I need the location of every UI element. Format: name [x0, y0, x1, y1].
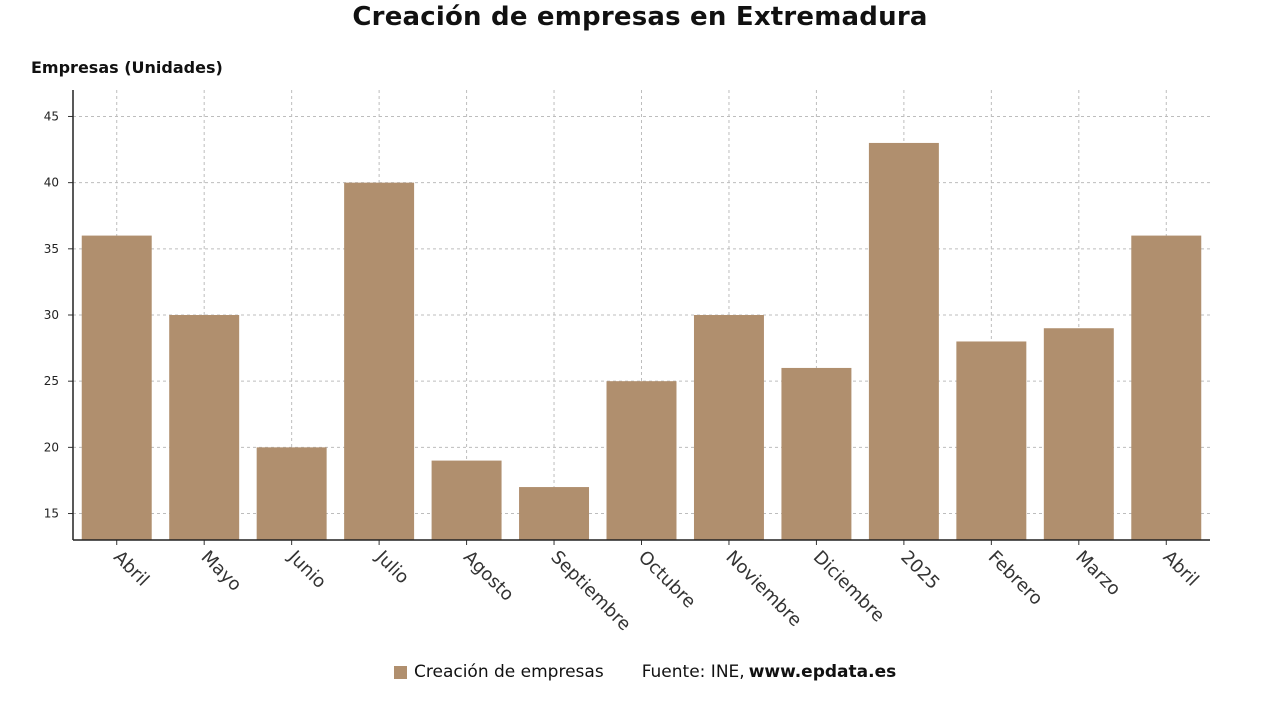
bar	[256, 447, 327, 540]
bar	[431, 460, 502, 540]
x-tick-label: Junio	[283, 546, 330, 593]
bars	[81, 142, 1202, 541]
y-tick-label: 25	[44, 374, 59, 388]
bar	[1043, 328, 1114, 540]
bar	[81, 235, 152, 540]
bar	[344, 182, 415, 540]
bar	[693, 315, 764, 540]
bar	[169, 315, 240, 540]
x-tick-label: Diciembre	[809, 547, 889, 627]
x-tick-label: Febrero	[984, 547, 1047, 610]
bar	[781, 367, 852, 540]
bar	[606, 381, 677, 540]
x-tick-label: Mayo	[197, 547, 246, 596]
x-tick-label: Noviembre	[721, 547, 805, 631]
y-axis-label: Empresas (Unidades)	[31, 58, 223, 77]
x-tick-label: Abril	[1159, 547, 1203, 591]
legend-label: Creación de empresas	[414, 662, 604, 682]
x-tick-label: Agosto	[459, 547, 518, 606]
x-tick-label: Marzo	[1071, 547, 1124, 600]
x-tick-label: Octubre	[634, 547, 700, 613]
y-tick-label: 40	[44, 176, 59, 190]
legend-swatch	[394, 665, 407, 679]
chart-title: Creación de empresas en Extremadura	[352, 2, 928, 32]
bar	[868, 142, 939, 541]
y-tick-label: 35	[44, 242, 59, 256]
x-tick-label: 2025	[896, 547, 943, 594]
y-tick-label: 30	[44, 308, 59, 322]
y-tick-label: 15	[44, 507, 59, 521]
bar	[519, 487, 590, 540]
bar	[1131, 235, 1202, 540]
bar	[956, 341, 1027, 540]
legend: Creación de empresas Fuente: INE, www.ep…	[394, 662, 896, 682]
y-tick-label: 45	[44, 109, 59, 123]
x-tick-label: Abril	[109, 547, 153, 591]
y-tick-labels: 15 20 25 30 35 40 45	[44, 109, 59, 520]
axes	[68, 90, 1210, 545]
source-link[interactable]: www.epdata.es	[748, 662, 897, 682]
source-label: Fuente: INE,	[641, 662, 745, 682]
x-tick-labels: Abril Mayo Junio Julio Agosto SeptiembreOctub…	[109, 546, 1202, 635]
y-tick-label: 20	[44, 440, 59, 454]
x-tick-label: Septiembre	[547, 547, 635, 635]
x-tick-label: Julio	[371, 546, 413, 588]
